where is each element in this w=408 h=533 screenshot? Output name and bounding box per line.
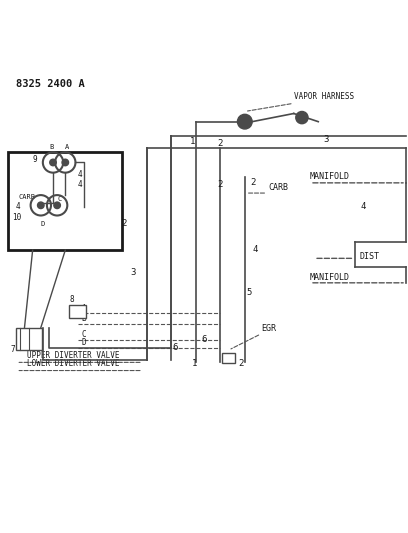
Text: 5: 5	[246, 288, 252, 297]
Text: 6: 6	[201, 335, 207, 344]
Text: C: C	[82, 330, 86, 339]
Circle shape	[296, 111, 308, 124]
Text: 4: 4	[78, 169, 83, 179]
Text: 9: 9	[38, 203, 42, 207]
Text: C: C	[57, 196, 61, 202]
Text: 3: 3	[324, 135, 329, 144]
Text: MANIFOLD: MANIFOLD	[310, 273, 350, 282]
Text: 10: 10	[12, 213, 21, 222]
Circle shape	[50, 159, 56, 166]
Text: D: D	[82, 338, 86, 347]
Text: 4: 4	[78, 180, 83, 189]
Text: 4: 4	[252, 245, 258, 254]
Text: 3: 3	[130, 268, 135, 277]
Text: 1: 1	[190, 137, 195, 146]
Text: MANIFOLD: MANIFOLD	[310, 172, 350, 181]
Circle shape	[62, 159, 69, 166]
Text: 2: 2	[122, 219, 127, 228]
Text: 8: 8	[69, 295, 74, 304]
Bar	[8, 152, 122, 250]
Text: CARB: CARB	[18, 194, 35, 200]
Text: 7: 7	[11, 345, 16, 354]
Circle shape	[237, 114, 252, 129]
Text: 8325 2400 A: 8325 2400 A	[16, 79, 85, 89]
Text: 9: 9	[32, 156, 37, 165]
Text: 2: 2	[217, 139, 223, 148]
Circle shape	[54, 202, 60, 208]
Text: 2: 2	[238, 359, 244, 368]
Text: 2: 2	[250, 178, 256, 187]
Text: A: A	[82, 304, 86, 312]
Text: D: D	[41, 221, 45, 227]
Text: 4: 4	[16, 203, 21, 212]
Bar	[222, 353, 235, 363]
Text: A: A	[65, 144, 69, 150]
Text: 1: 1	[191, 359, 197, 368]
Text: CARB: CARB	[268, 183, 288, 192]
Text: UPPER DIVERTER VALVE: UPPER DIVERTER VALVE	[27, 351, 119, 360]
Text: DIST: DIST	[359, 252, 379, 261]
Text: 4: 4	[360, 203, 366, 212]
Text: LOWER DIVERTER VALVE: LOWER DIVERTER VALVE	[27, 359, 119, 368]
Text: B: B	[82, 314, 86, 323]
Circle shape	[38, 202, 44, 208]
Bar	[16, 328, 42, 350]
Text: 2: 2	[217, 180, 223, 189]
Text: EGR: EGR	[261, 324, 276, 333]
Bar	[69, 305, 86, 318]
Text: 6: 6	[173, 343, 178, 352]
Text: B: B	[49, 144, 53, 150]
Text: VAPOR HARNESS: VAPOR HARNESS	[294, 92, 354, 101]
